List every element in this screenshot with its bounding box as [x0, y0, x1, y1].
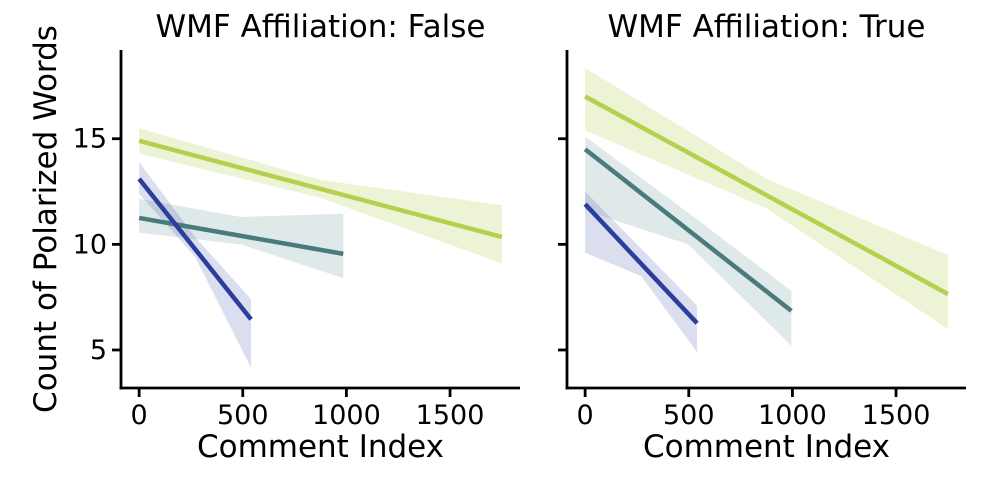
x-tick-label: 500 — [217, 400, 269, 431]
y-tick-label: 5 — [90, 335, 107, 366]
x-tick-label: 1000 — [312, 400, 381, 431]
regression-line-green — [584, 94, 949, 296]
x-tick-label: 500 — [663, 400, 715, 431]
right-x-axis-label: Comment Index — [642, 429, 891, 465]
regression-line-green — [138, 138, 503, 240]
x-tick-label: 0 — [131, 400, 148, 431]
ci-band-green — [139, 128, 502, 264]
x-tick-label: 1500 — [862, 400, 931, 431]
regression-line-blue — [583, 202, 699, 325]
regression-line-teal — [583, 147, 793, 313]
right-panel-title: WMF Affiliation: True — [607, 9, 926, 45]
x-tick-label: 0 — [577, 400, 594, 431]
y-tick-label: 10 — [73, 229, 107, 260]
left-panel-title: WMF Affiliation: False — [155, 9, 486, 45]
ci-band-teal — [139, 198, 344, 279]
y-tick-label: 15 — [73, 124, 107, 155]
x-tick-label: 1500 — [416, 400, 485, 431]
regression-line-blue — [137, 177, 253, 321]
x-tick-label: 1000 — [758, 400, 827, 431]
ci-band-blue — [139, 161, 252, 368]
left-x-axis-label: Comment Index — [196, 429, 445, 465]
ci-band-green — [585, 67, 948, 329]
